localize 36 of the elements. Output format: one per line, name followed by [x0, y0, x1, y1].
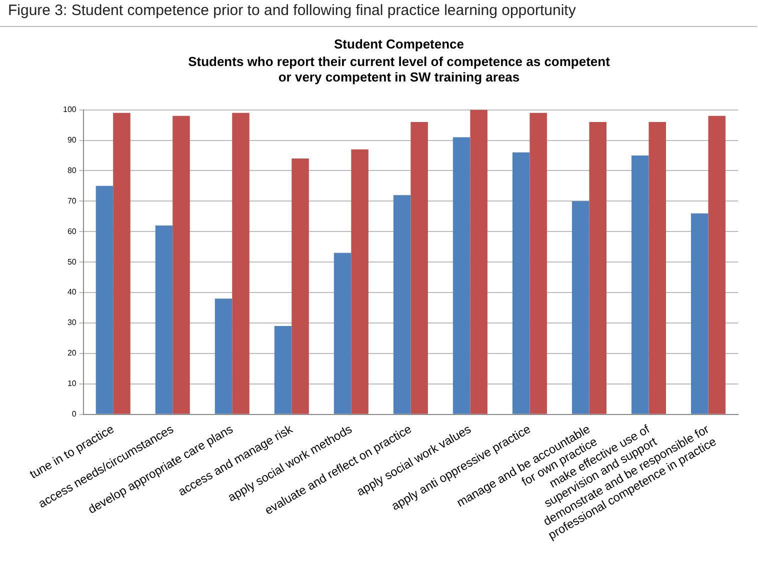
- bar: [172, 116, 190, 414]
- chart-title: Student Competence: [334, 36, 464, 52]
- bar: [589, 122, 606, 414]
- y-tick-label: 70: [67, 196, 77, 206]
- y-tick-label: 0: [72, 410, 77, 419]
- bar: [155, 226, 173, 414]
- bar: [512, 152, 530, 414]
- bar: [393, 195, 411, 414]
- y-tick-label: 30: [67, 318, 77, 328]
- bar: [214, 298, 232, 414]
- bar: [530, 112, 547, 414]
- bar: [410, 122, 428, 414]
- bar: [648, 122, 666, 414]
- y-tick-label: 50: [67, 257, 77, 266]
- bar: [470, 110, 488, 414]
- chart-subtitle: Students who report their current level of competence as competent or very competent in SW training areas: [188, 54, 611, 85]
- y-tick-label: 90: [67, 135, 77, 144]
- bar: [708, 116, 726, 414]
- y-tick-label: 80: [67, 166, 77, 175]
- bar: [572, 201, 590, 414]
- bar: [334, 252, 352, 414]
- y-tick-label: 100: [62, 105, 77, 114]
- y-tick-label: 20: [67, 348, 77, 358]
- caption: Figure 3: Student competence prior to and following final practice learning opportunity: [8, 2, 576, 19]
- bar: [274, 326, 292, 414]
- bar: [113, 112, 130, 414]
- bar: [232, 112, 250, 414]
- y-tick-label: 40: [67, 288, 77, 297]
- y-tick-label: 10: [67, 379, 77, 388]
- bar: [96, 186, 114, 414]
- bar: [452, 137, 470, 414]
- bar: [631, 155, 649, 414]
- bar: [292, 158, 309, 414]
- bar: [351, 149, 368, 414]
- bar: [690, 213, 708, 414]
- y-tick-label: 60: [67, 226, 77, 236]
